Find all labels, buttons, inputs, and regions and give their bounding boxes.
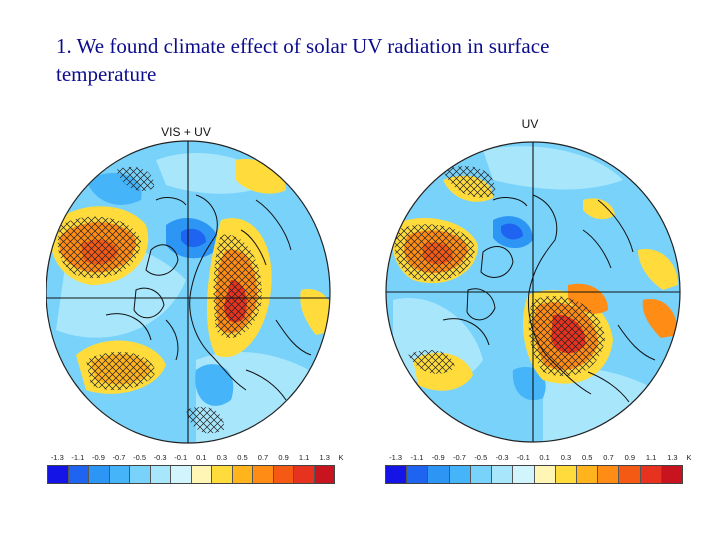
colorbar-swatch bbox=[314, 466, 334, 483]
colorbar-tick-label: -0.3 bbox=[495, 453, 509, 462]
colorbar-swatch bbox=[130, 466, 151, 483]
colorbar-tick-label: 0.9 bbox=[624, 453, 635, 462]
colorbar-tick-label: 0.5 bbox=[237, 453, 248, 462]
colorbar-tick-label: -1.3 bbox=[50, 453, 64, 462]
colorbar-swatch bbox=[513, 466, 535, 483]
colorbar-swatch bbox=[191, 466, 212, 483]
colorbar-swatch bbox=[555, 466, 577, 483]
colorbar-swatch bbox=[386, 466, 408, 483]
colorbar-tick-label: 0.7 bbox=[257, 453, 269, 462]
colorbar-tick-label: -1.3 bbox=[389, 453, 403, 462]
colorbar-tick-label: 0.5 bbox=[581, 453, 593, 462]
slide-title: 1. We found climate effect of solar UV r… bbox=[56, 32, 676, 88]
colorbar-tick-label: -0.7 bbox=[112, 453, 126, 462]
colorbar-tick-label: 1.1 bbox=[645, 453, 657, 462]
colorbar-ticks-right: -1.3 -1.1 -0.9 -0.7 -0.5 -0.3 -0.1 0.1 0.3 0.5 0.7… bbox=[376, 453, 696, 463]
colorbar-swatch bbox=[534, 466, 556, 483]
colorbar-unit-label: K bbox=[686, 453, 692, 462]
colorbar-tick-label: 0.3 bbox=[560, 453, 572, 462]
colorbar-tick-label: 1.3 bbox=[667, 453, 678, 462]
colorbar-swatch bbox=[661, 466, 683, 483]
colorbar-swatch bbox=[492, 466, 514, 483]
slide-title-line-2: temperature bbox=[56, 62, 157, 86]
colorbar-swatch bbox=[48, 466, 69, 483]
colorbar-swatch bbox=[150, 466, 171, 483]
slide-title-line-1: 1. We found climate effect of solar UV r… bbox=[56, 34, 550, 58]
colorbar-tick-label: 1.3 bbox=[319, 453, 330, 462]
colorbar-tick-label: 1.1 bbox=[298, 453, 310, 462]
colorbar-unit-label: K bbox=[338, 453, 344, 462]
colorbar-swatch bbox=[232, 466, 253, 483]
colorbar-tick-label: 0.3 bbox=[216, 453, 228, 462]
polar-map-uv bbox=[385, 141, 681, 443]
colorbar-swatch bbox=[598, 466, 620, 483]
polar-map-vis-uv bbox=[46, 140, 331, 444]
colorbar-swatch bbox=[109, 466, 130, 483]
colorbar-swatch bbox=[576, 466, 599, 483]
colorbar-right bbox=[385, 465, 683, 484]
colorbar-swatch bbox=[640, 466, 662, 483]
colorbar-swatch bbox=[449, 466, 471, 483]
colorbar-tick-label: -0.3 bbox=[153, 453, 167, 462]
colorbar-swatch bbox=[253, 466, 274, 483]
colorbar-swatch bbox=[407, 466, 429, 483]
colorbar-tick-label: 0.7 bbox=[603, 453, 614, 462]
panel-label-vis-uv: VIS + UV bbox=[161, 125, 211, 139]
colorbar-swatch bbox=[619, 466, 641, 483]
colorbar-swatch bbox=[428, 466, 450, 483]
colorbar-swatch bbox=[294, 466, 315, 483]
colorbar-tick-label: -0.9 bbox=[91, 453, 105, 462]
colorbar-tick-label: -1.1 bbox=[410, 453, 424, 462]
colorbar-tick-label: -0.9 bbox=[431, 453, 445, 462]
colorbar-tick-label: -1.1 bbox=[71, 453, 85, 462]
colorbar-tick-label: 0.1 bbox=[196, 453, 207, 462]
colorbar-tick-label: -0.7 bbox=[453, 453, 466, 462]
colorbar-swatch bbox=[212, 466, 233, 483]
colorbar-tick-label: 0.9 bbox=[278, 453, 289, 462]
colorbar-tick-label: -0.1 bbox=[516, 453, 530, 462]
colorbar-tick-label: -0.1 bbox=[174, 453, 188, 462]
colorbar-swatch bbox=[171, 466, 192, 483]
colorbar-tick-label: 0.1 bbox=[539, 453, 550, 462]
colorbar-swatch bbox=[273, 466, 294, 483]
colorbar-tick-label: -0.5 bbox=[474, 453, 488, 462]
colorbar-left bbox=[47, 465, 335, 484]
panel-label-uv: UV bbox=[521, 117, 539, 131]
colorbar-swatch bbox=[68, 466, 89, 483]
colorbar-tick-label: -0.5 bbox=[133, 453, 147, 462]
colorbar-swatch bbox=[470, 466, 493, 483]
colorbar-ticks-left: -1.3 -1.1 -0.9 -0.7 -0.5 -0.3 -0.1 0.1 0.3 0.5 0.7… bbox=[38, 453, 348, 463]
colorbar-swatch bbox=[89, 466, 110, 483]
